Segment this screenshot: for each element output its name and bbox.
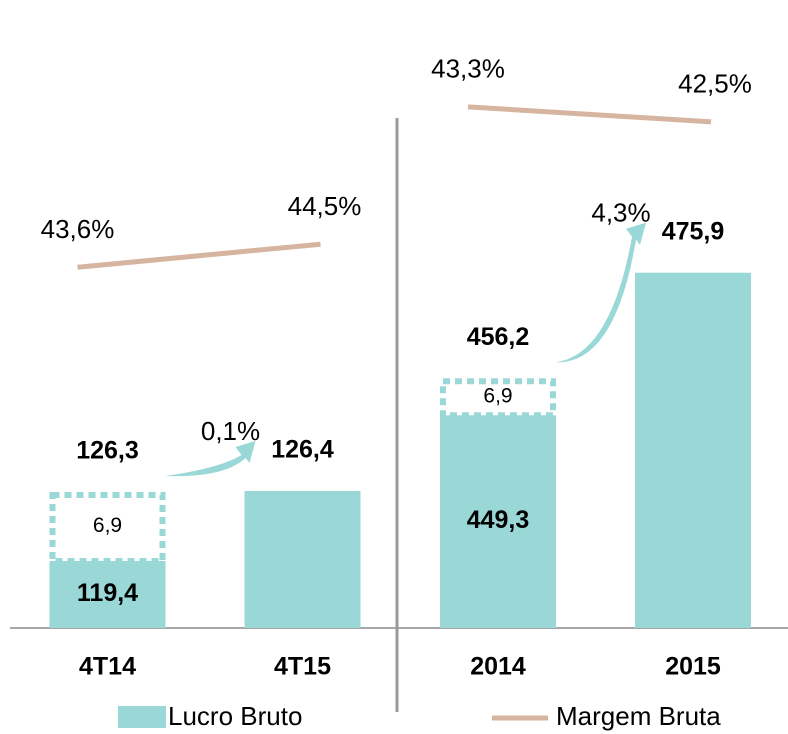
adjustment-label: 6,9 — [483, 384, 512, 407]
legend-label: Lucro Bruto — [168, 701, 302, 731]
margin-label: 42,5% — [678, 69, 752, 99]
legend-swatch — [118, 706, 166, 728]
value-label: 119,4 — [77, 579, 138, 607]
margin-label: 43,6% — [41, 214, 115, 244]
x-tick-label: 2014 — [470, 653, 526, 681]
value-label: 475,9 — [662, 217, 725, 245]
bar — [440, 415, 556, 628]
x-tick-label: 2015 — [665, 653, 721, 681]
margin-line — [77, 241, 321, 270]
growth-label: 4,3% — [591, 198, 650, 228]
margin-label: 43,3% — [431, 54, 505, 84]
x-tick-label: 4T15 — [274, 653, 331, 681]
growth-label: 0,1% — [201, 416, 260, 446]
adjustment-box — [49, 492, 166, 564]
value-label: 126,4 — [271, 436, 334, 464]
margin-line — [467, 104, 712, 125]
bar — [49, 561, 166, 628]
legend-label: Margem Bruta — [556, 701, 721, 731]
bar — [635, 272, 751, 628]
bar — [244, 491, 361, 628]
growth-arrow — [165, 441, 256, 477]
margin-label: 44,5% — [288, 191, 362, 221]
total-label: 126,3 — [76, 437, 139, 465]
growth-arrow — [556, 222, 646, 363]
adjustment-label: 6,9 — [93, 514, 122, 537]
value-label: 449,3 — [467, 506, 530, 534]
total-label: 456,2 — [467, 323, 530, 351]
x-tick-label: 4T14 — [79, 653, 136, 681]
adjustment-box — [440, 378, 556, 419]
